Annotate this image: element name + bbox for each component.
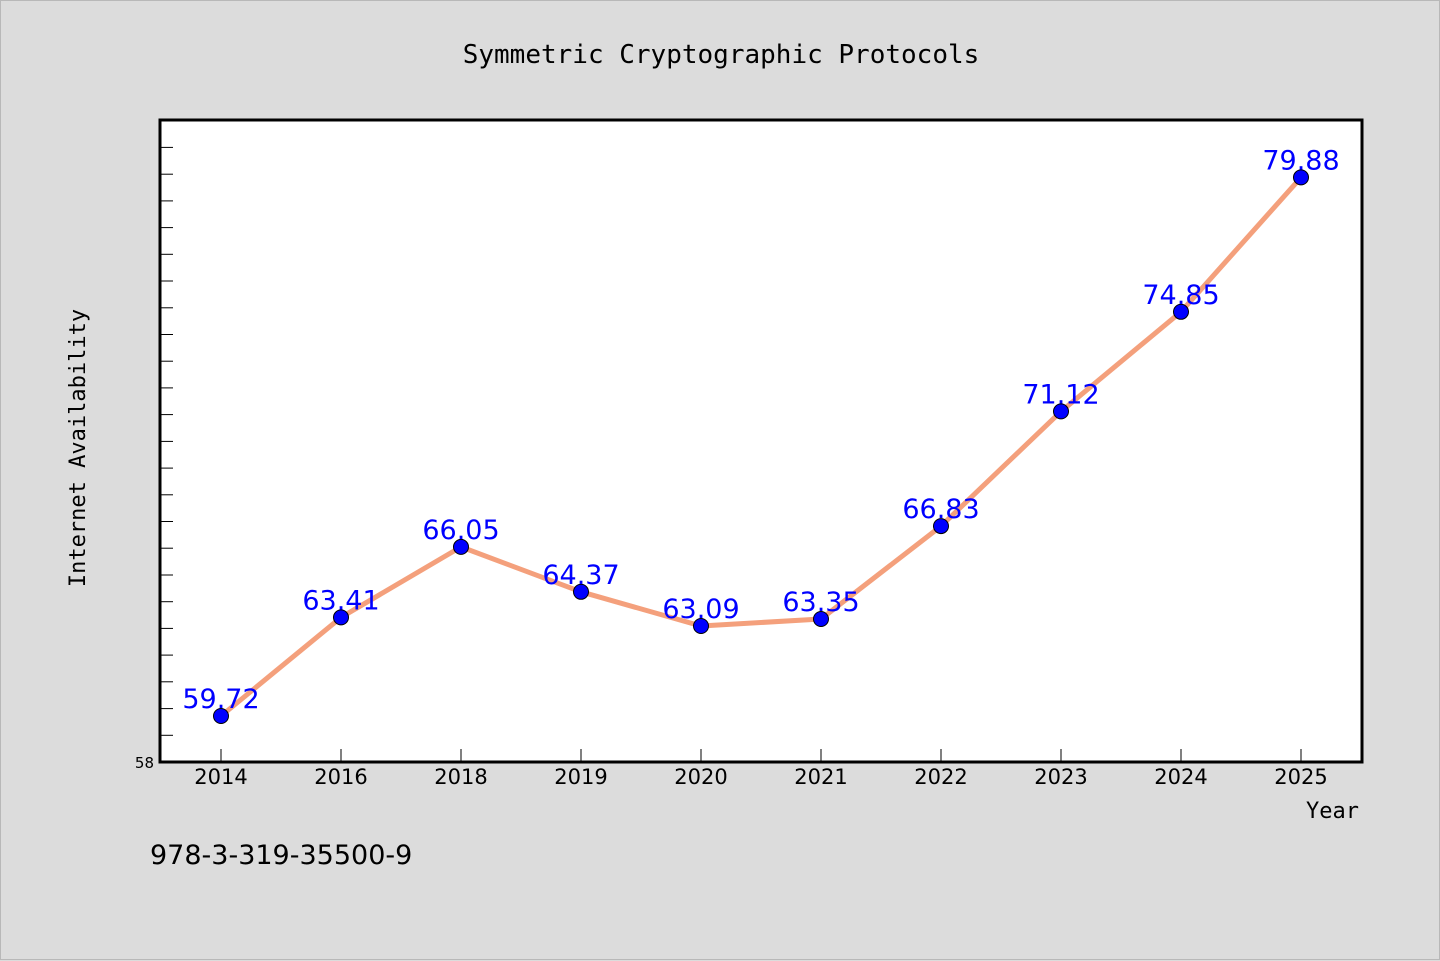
data-label: 59.72 <box>182 684 259 715</box>
data-label: 63.41 <box>302 585 379 616</box>
x-axis-label: Year <box>1306 799 1359 824</box>
x-axis: 2014 2016 2018 2019 2020 2021 2022 2023 2024 2025 <box>194 749 1328 789</box>
x-tick-label: 2020 <box>674 765 727 789</box>
x-tick-label: 2024 <box>1154 765 1207 789</box>
data-point <box>933 518 949 535</box>
data-label: 66.83 <box>902 494 979 525</box>
data-point <box>693 618 709 634</box>
data-point <box>1173 303 1189 320</box>
x-tick-label: 2019 <box>554 765 607 789</box>
data-point <box>453 538 469 555</box>
x-tick-label: 2022 <box>914 765 967 789</box>
isbn-footer: 978-3-319-35500-9 <box>150 840 412 871</box>
data-point <box>813 611 829 627</box>
data-point <box>573 583 589 600</box>
x-tick-label: 2016 <box>314 765 367 789</box>
data-label: 74.85 <box>1142 280 1219 311</box>
x-tick-label: 2021 <box>794 765 847 789</box>
x-tick-label: 2025 <box>1274 765 1327 789</box>
data-point <box>333 609 349 626</box>
data-label: 63.35 <box>782 587 859 618</box>
data-label: 64.37 <box>542 560 619 591</box>
data-point <box>213 708 229 724</box>
data-point <box>1053 403 1069 420</box>
y-axis: 58 <box>135 120 173 772</box>
x-tick-label: 2014 <box>194 765 247 789</box>
series-line <box>218 174 1304 719</box>
data-series: 59.72 63.41 66.05 64.37 63.09 63.35 66.83 71.12… <box>182 145 1340 724</box>
data-label: 66.05 <box>422 515 499 546</box>
x-tick-label: 2018 <box>434 765 487 789</box>
data-point <box>1293 169 1309 186</box>
data-label: 71.12 <box>1022 379 1099 410</box>
data-label: 63.09 <box>662 594 739 625</box>
x-tick-label: 2023 <box>1034 765 1087 789</box>
plot-area <box>158 118 1364 764</box>
y-tick-label: 58 <box>135 754 154 772</box>
chart-title: Symmetric Cryptographic Protocols <box>463 40 980 70</box>
y-axis-label: Internet Availability <box>66 309 91 587</box>
data-label: 79.88 <box>1262 145 1339 176</box>
